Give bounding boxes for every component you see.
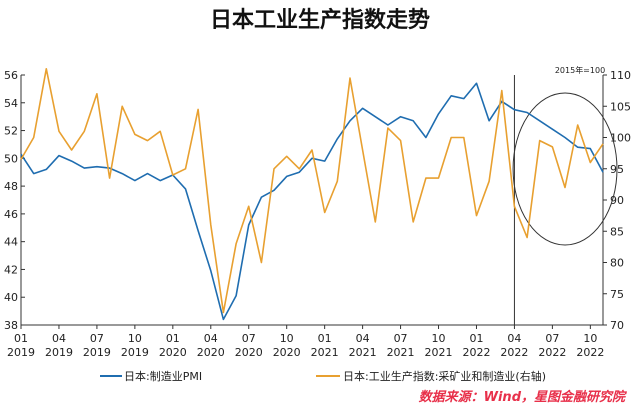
- x-tick-month: 04: [52, 332, 66, 345]
- x-tick-month: 10: [583, 332, 597, 345]
- right-tick-label: 70: [610, 319, 624, 332]
- left-tick-label: 48: [4, 180, 18, 193]
- right-tick-label: 75: [610, 288, 624, 301]
- x-tick-month: 07: [545, 332, 559, 345]
- right-tick-label: 110: [610, 69, 631, 82]
- x-tick-year: 2022: [576, 346, 604, 359]
- x-tick-year: 2020: [235, 346, 263, 359]
- plot-frame: [20, 75, 604, 326]
- highlight-ellipse: [512, 92, 618, 246]
- x-tick-month: 04: [356, 332, 370, 345]
- x-tick-year: 2019: [45, 346, 73, 359]
- right-tick-label: 105: [610, 100, 631, 113]
- source-note: 数据来源：Wind，星图金融研究院: [419, 389, 628, 405]
- left-tick-label: 52: [4, 125, 18, 138]
- right-tick-label: 85: [610, 225, 624, 238]
- x-tick-year: 2022: [462, 346, 490, 359]
- x-tick-month: 04: [204, 332, 218, 345]
- legend-label-pmi: 日本:制造业PMI: [124, 369, 202, 383]
- left-tick-label: 42: [4, 263, 18, 276]
- x-tick-year: 2019: [7, 346, 35, 359]
- annotations: [512, 75, 618, 325]
- x-tick-year: 2021: [349, 346, 377, 359]
- x-tick-year: 2022: [500, 346, 528, 359]
- x-tick-year: 2020: [197, 346, 225, 359]
- series-line-0: [20, 82, 604, 321]
- x-tick-month: 10: [432, 332, 446, 345]
- unit-note: 2015年=100: [555, 65, 605, 75]
- left-tick-label: 40: [4, 291, 18, 304]
- x-tick-year: 2019: [83, 346, 111, 359]
- x-tick-year: 2019: [121, 346, 149, 359]
- left-tick-label: 54: [4, 97, 18, 110]
- x-tick-year: 2020: [273, 346, 301, 359]
- x-tick-month: 10: [280, 332, 294, 345]
- left-axis: 38 40 42 44 46 48 50 52 54 56: [4, 69, 25, 332]
- x-tick-year: 2021: [311, 346, 339, 359]
- x-tick-month: 10: [128, 332, 142, 345]
- chart-title: 日本工业生产指数走势: [210, 7, 430, 33]
- x-tick-month: 01: [166, 332, 180, 345]
- legend-label-ip: 日本:工业生产指数:采矿业和制造业(右轴): [343, 369, 546, 383]
- x-tick-year: 2021: [387, 346, 415, 359]
- series-layer: [20, 68, 604, 321]
- x-tick-month: 01: [318, 332, 332, 345]
- left-tick-label: 46: [4, 208, 18, 221]
- x-tick-month: 01: [469, 332, 483, 345]
- x-tick-month: 04: [507, 332, 521, 345]
- x-tick-year: 2021: [425, 346, 453, 359]
- left-tick-label: 56: [4, 69, 18, 82]
- x-tick-year: 2020: [159, 346, 187, 359]
- x-tick-month: 07: [90, 332, 104, 345]
- left-tick-label: 50: [4, 152, 18, 165]
- x-axis: 0120190420190720191020190120200420200720…: [7, 325, 604, 359]
- x-tick-year: 2022: [538, 346, 566, 359]
- left-tick-label: 44: [4, 236, 18, 249]
- left-tick-label: 38: [4, 319, 18, 332]
- legend: 日本:制造业PMI 日本:工业生产指数:采矿业和制造业(右轴): [100, 369, 546, 383]
- right-tick-label: 80: [610, 257, 624, 270]
- series-line-1: [20, 68, 604, 314]
- right-tick-label: 100: [610, 132, 631, 145]
- x-tick-month: 01: [14, 332, 28, 345]
- x-tick-month: 07: [242, 332, 256, 345]
- x-tick-month: 07: [394, 332, 408, 345]
